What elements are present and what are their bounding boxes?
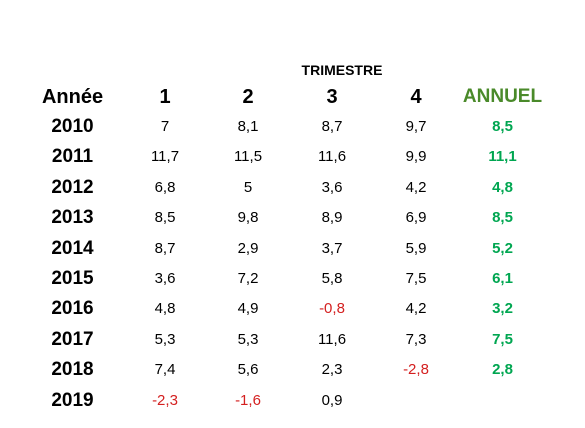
table-row: 2016 4,8 4,9 -0,8 4,2 3,2 <box>0 294 585 324</box>
table-row: 2015 3,6 7,2 5,8 7,5 6,1 <box>0 264 585 294</box>
q4-cell: 7,5 <box>405 270 427 287</box>
q4-cell: 5,9 <box>405 239 427 257</box>
q3-cell: 11,6 <box>317 148 347 166</box>
q1-cell: 3,6 <box>154 270 176 287</box>
q1-cell: 5,3 <box>154 330 176 348</box>
year-cell: 2019 <box>51 389 94 411</box>
q3-cell: 11,6 <box>317 330 347 348</box>
q2-cell: 5,3 <box>237 330 259 348</box>
q3-cell: 3,6 <box>321 178 343 196</box>
year-cell: 2017 <box>51 328 94 350</box>
q1-cell: 6,8 <box>154 178 176 196</box>
annual-cell: 8,5 <box>492 118 513 135</box>
year-cell: 2011 <box>51 146 94 168</box>
q4-cell: 6,9 <box>405 209 427 227</box>
header-q1: 1 <box>159 86 171 108</box>
q1-cell: -2,3 <box>152 391 178 409</box>
q2-cell: 5,6 <box>237 361 259 379</box>
q2-cell: 9,8 <box>237 209 259 227</box>
q1-cell: 7,4 <box>154 361 176 379</box>
q4-cell: 9,7 <box>405 118 427 135</box>
header-q3: 3 <box>326 86 338 108</box>
q2-cell: -1,6 <box>235 391 261 409</box>
q2-cell: 5 <box>243 178 253 196</box>
header-row: Année 1 2 3 4 ANNUEL <box>0 82 585 112</box>
q4-cell <box>381 386 451 416</box>
q1-cell: 4,8 <box>154 300 176 318</box>
year-cell: 2016 <box>51 298 94 320</box>
year-cell: 2015 <box>51 268 94 289</box>
header-year: Année <box>41 86 104 108</box>
table-row: 2012 6,8 5 3,6 4,2 4,8 <box>0 173 585 203</box>
table-row: 2011 11,7 11,5 11,6 9,9 11,1 <box>0 142 585 172</box>
q4-cell: -2,8 <box>403 361 429 379</box>
q1-cell: 7 <box>160 118 170 135</box>
q2-cell: 8,1 <box>237 118 259 135</box>
q4-cell: 4,2 <box>405 300 427 318</box>
table-row: 2018 7,4 5,6 2,3 -2,8 2,8 <box>0 355 585 385</box>
q4-cell: 9,9 <box>405 148 427 166</box>
header-q2: 2 <box>242 86 254 108</box>
q3-cell: 2,3 <box>321 361 343 379</box>
annual-cell: 7,5 <box>492 330 513 348</box>
annual-cell: 4,8 <box>492 178 513 196</box>
annual-cell <box>455 386 550 416</box>
q1-cell: 8,7 <box>154 239 176 257</box>
q4-cell: 4,2 <box>405 178 427 196</box>
q2-cell: 4,9 <box>237 300 259 318</box>
annual-cell: 6,1 <box>492 270 513 287</box>
q3-cell: 8,7 <box>321 118 343 135</box>
year-cell: 2014 <box>51 237 94 259</box>
table-row: 2014 8,7 2,9 3,7 5,9 5,2 <box>0 234 585 264</box>
year-cell: 2010 <box>51 116 94 137</box>
table-row: 2010 7 8,1 8,7 9,7 8,5 <box>0 112 585 142</box>
q3-cell: -0,8 <box>319 300 345 318</box>
table-row: 2019 -2,3 -1,6 0,9 <box>0 386 585 416</box>
table-row: 2017 5,3 5,3 11,6 7,3 7,5 <box>0 325 585 355</box>
header-q4: 4 <box>410 86 422 108</box>
annual-cell: 5,2 <box>492 239 513 257</box>
q1-cell: 8,5 <box>154 209 176 227</box>
year-cell: 2013 <box>51 207 94 229</box>
trimestre-supertitle: TRIMESTRE <box>301 62 383 78</box>
header-annual: ANNUEL <box>462 86 543 107</box>
q1-cell: 11,7 <box>150 148 180 166</box>
q3-cell: 5,8 <box>321 270 343 287</box>
q2-cell: 7,2 <box>237 270 259 287</box>
table-row: 2013 8,5 9,8 8,9 6,9 8,5 <box>0 203 585 233</box>
q2-cell: 11,5 <box>233 148 263 166</box>
annual-cell: 8,5 <box>492 209 513 227</box>
annual-cell: 3,2 <box>492 300 513 318</box>
q2-cell: 2,9 <box>237 239 259 257</box>
annual-cell: 2,8 <box>492 361 513 379</box>
annual-cell: 11,1 <box>488 148 517 166</box>
q3-cell: 0,9 <box>321 391 343 409</box>
year-cell: 2018 <box>51 359 94 381</box>
q3-cell: 3,7 <box>321 239 343 257</box>
q3-cell: 8,9 <box>321 209 343 227</box>
q4-cell: 7,3 <box>405 330 427 348</box>
year-cell: 2012 <box>51 176 94 198</box>
